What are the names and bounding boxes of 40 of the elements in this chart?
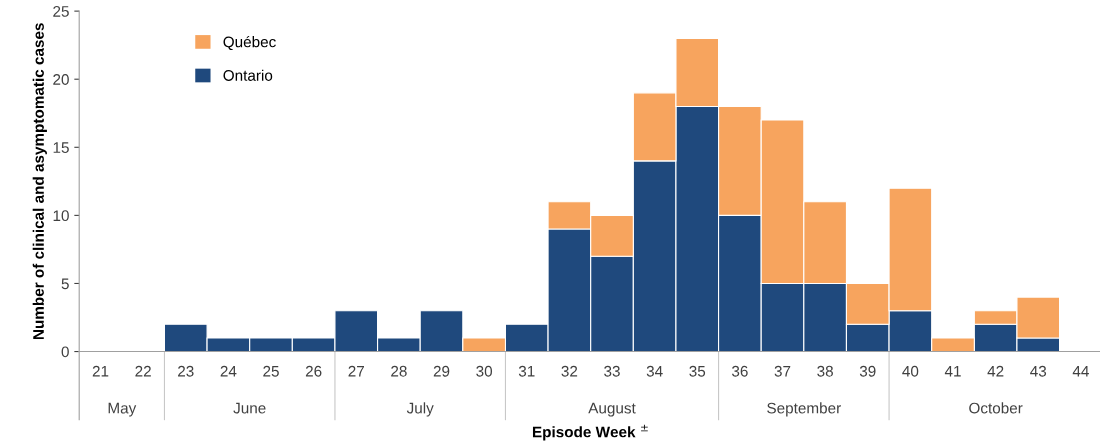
- y-tick-label: 25: [53, 5, 69, 17]
- x-tick-label: 23: [178, 365, 194, 377]
- y-axis-title: Number of clinical and asymptomatic cases: [32, 23, 47, 340]
- x-tick-label: 29: [433, 365, 450, 377]
- x-tick-label: 36: [731, 365, 748, 377]
- x-tick-label: 44: [1072, 366, 1089, 377]
- x-tick-label: 25: [263, 365, 279, 377]
- x-tick-label: 34: [646, 365, 663, 377]
- y-tick-label: 20: [53, 74, 69, 85]
- text: July: [406, 402, 434, 417]
- x-tick-label: 43: [1030, 365, 1047, 377]
- y-tick-label: 10: [53, 210, 69, 222]
- text: September: [767, 402, 841, 417]
- legend-label: Ontario: [223, 69, 273, 81]
- x-tick-label: 40: [902, 365, 919, 377]
- x-tick-label: 21: [92, 365, 109, 377]
- x-tick-label: 42: [987, 365, 1004, 377]
- x-axis-title: Episode Week $^{±}$: [532, 424, 648, 441]
- y-tick-label: 0: [61, 346, 69, 358]
- text: October: [969, 402, 1023, 414]
- text: May: [108, 402, 137, 417]
- y-tick-label: 5: [61, 278, 69, 290]
- y-tick-label: 15: [53, 142, 69, 153]
- x-tick-label: 41: [944, 366, 961, 377]
- text: June: [233, 402, 266, 414]
- x-tick-label: 37: [774, 365, 791, 377]
- x-tick-label: 26: [305, 365, 322, 377]
- x-tick-label: 33: [604, 365, 620, 377]
- x-tick-label: 32: [561, 365, 578, 377]
- x-tick-label: 38: [817, 365, 833, 377]
- x-tick-label: 28: [391, 365, 407, 377]
- x-tick-label: 31: [518, 365, 535, 377]
- x-tick-label: 22: [135, 365, 151, 377]
- legend-label: Québec: [223, 35, 276, 51]
- x-tick-label: 35: [689, 365, 706, 377]
- x-tick-label: 27: [348, 365, 364, 377]
- text: August: [588, 402, 636, 417]
- x-tick-label: 30: [476, 365, 493, 377]
- x-tick-label: 39: [859, 365, 876, 377]
- x-tick-label: 24: [220, 365, 237, 377]
